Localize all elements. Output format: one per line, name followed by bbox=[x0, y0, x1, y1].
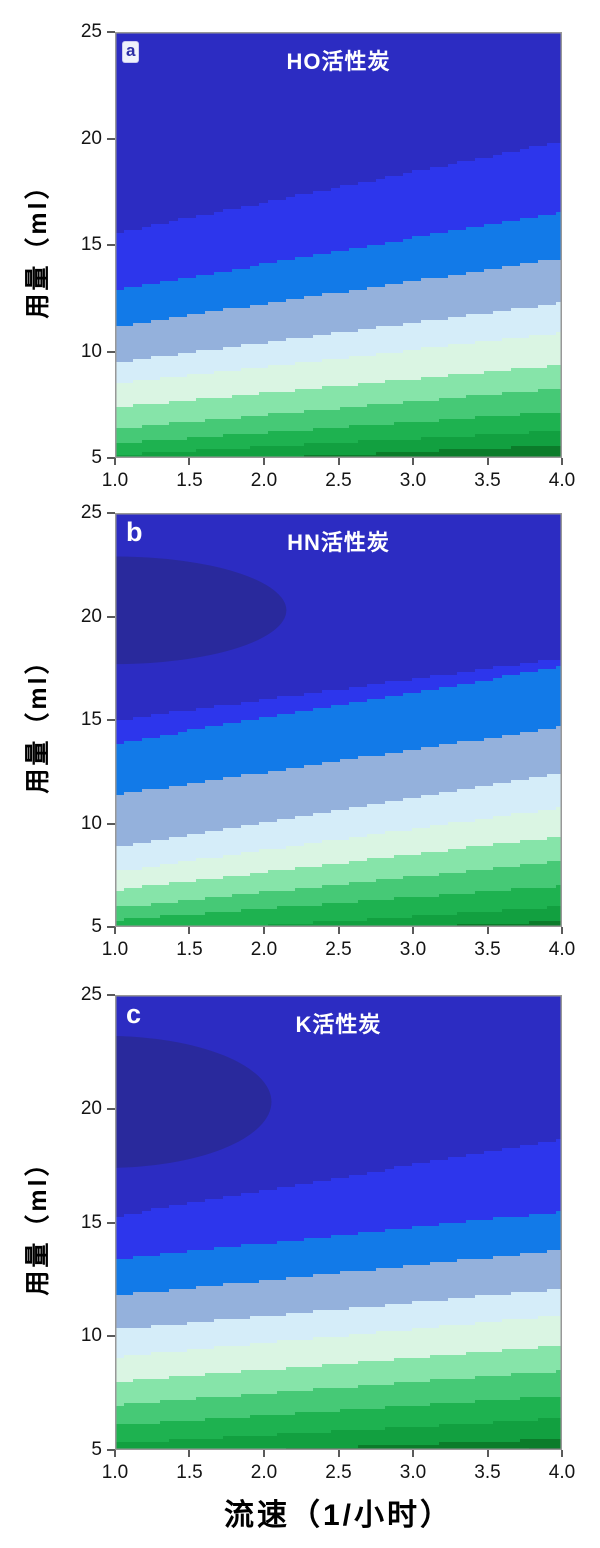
x-tick-mark bbox=[411, 458, 414, 465]
y-tick-mark bbox=[107, 31, 115, 33]
x-tick-label: 1.5 bbox=[176, 1462, 203, 1483]
y-tick-label: 10 bbox=[80, 812, 102, 834]
contour-band bbox=[223, 906, 562, 927]
contour-plot-a bbox=[115, 32, 562, 458]
x-tick-mark bbox=[411, 927, 414, 934]
x-tick-mark bbox=[114, 927, 116, 934]
y-tick-mark bbox=[107, 512, 115, 514]
contour-plot-b bbox=[115, 513, 562, 927]
x-tick-label: 2.5 bbox=[325, 470, 352, 491]
x-tick-label: 3.0 bbox=[399, 939, 427, 960]
x-tick-mark bbox=[262, 927, 265, 934]
panel-title-c: K活性炭 bbox=[295, 1012, 382, 1037]
x-axis-label: 流速（1/小时） bbox=[223, 1499, 454, 1532]
y-tick-mark bbox=[107, 994, 115, 996]
y-axis-label-c: 用量（ml） bbox=[24, 1148, 52, 1296]
y-tick-mark bbox=[107, 822, 115, 825]
y-tick-mark bbox=[107, 457, 115, 459]
y-tick-mark bbox=[107, 926, 115, 928]
x-tick-mark bbox=[486, 458, 489, 465]
y-tick-label: 5 bbox=[91, 447, 102, 468]
x-tick-mark bbox=[337, 927, 340, 934]
x-tick-label: 4.0 bbox=[548, 470, 576, 491]
x-tick-mark bbox=[337, 1450, 340, 1457]
panel-title-b: HN活性炭 bbox=[287, 530, 390, 555]
x-tick-mark bbox=[262, 458, 265, 465]
x-tick-mark bbox=[114, 458, 116, 465]
panel-title-a: HO活性炭 bbox=[286, 49, 391, 74]
y-axis-label-a: 用量（ml） bbox=[24, 171, 52, 319]
x-tick-mark bbox=[411, 1450, 414, 1457]
x-tick-mark bbox=[561, 927, 563, 934]
plot-border bbox=[115, 995, 562, 1450]
x-tick-mark bbox=[262, 1450, 265, 1457]
y-tick-label: 25 bbox=[80, 984, 102, 1005]
panel-letter-c: c bbox=[126, 999, 142, 1029]
y-tick-label: 25 bbox=[80, 502, 102, 523]
x-tick-mark bbox=[188, 458, 191, 465]
y-tick-mark bbox=[107, 1221, 115, 1224]
x-tick-mark bbox=[561, 458, 563, 465]
x-tick-label: 4.0 bbox=[548, 1462, 576, 1483]
x-tick-mark bbox=[114, 1450, 116, 1457]
x-tick-label: 3.5 bbox=[474, 939, 501, 960]
x-tick-label: 4.0 bbox=[548, 939, 576, 960]
x-tick-label: 2.5 bbox=[325, 1462, 352, 1483]
x-tick-label: 1.0 bbox=[101, 1462, 129, 1483]
contour-panel-a: a HO活性炭 1.0 1.5 2.0 2.5 3.0 3.5 4.0 25 20 15 10 5 bbox=[81, 21, 575, 491]
y-tick-label: 15 bbox=[80, 234, 102, 255]
contour-peak-blob bbox=[115, 556, 287, 665]
contour-plot-c bbox=[115, 995, 562, 1450]
x-tick-label: 2.0 bbox=[250, 939, 278, 960]
y-tick-label: 25 bbox=[80, 21, 102, 42]
x-tick-label: 3.5 bbox=[474, 1462, 501, 1483]
x-tick-label: 1.5 bbox=[176, 939, 203, 960]
y-tick-mark bbox=[107, 1107, 115, 1110]
y-tick-mark bbox=[107, 615, 115, 618]
contour-band bbox=[232, 446, 562, 458]
x-tick-mark bbox=[486, 927, 489, 934]
x-tick-mark bbox=[188, 1450, 191, 1457]
y-tick-label: 20 bbox=[80, 1097, 102, 1119]
y-tick-label: 10 bbox=[80, 340, 102, 362]
contour-panel-c: c K活性炭 1.0 1.5 2.0 2.5 3.0 3.5 4.0 25 20 15 10 5 bbox=[81, 984, 575, 1483]
y-tick-mark bbox=[107, 719, 115, 721]
x-tick-label: 1.5 bbox=[176, 470, 203, 491]
x-tick-label: 2.0 bbox=[250, 470, 278, 491]
x-tick-label: 3.5 bbox=[474, 470, 501, 491]
y-tick-mark bbox=[107, 350, 115, 353]
panel-letter-a: a bbox=[123, 41, 139, 62]
y-tick-label: 5 bbox=[91, 916, 102, 937]
x-tick-label: 1.0 bbox=[101, 470, 129, 491]
y-tick-label: 10 bbox=[80, 1325, 102, 1347]
x-tick-mark bbox=[188, 927, 191, 934]
y-tick-label: 20 bbox=[80, 605, 102, 627]
x-tick-label: 2.5 bbox=[325, 939, 352, 960]
contour-panel-b: b HN活性炭 1.0 1.5 2.0 2.5 3.0 3.5 4.0 25 20 15 10 5 bbox=[81, 502, 575, 960]
x-tick-label: 3.0 bbox=[399, 1462, 427, 1483]
x-tick-mark bbox=[561, 1450, 563, 1457]
x-tick-mark bbox=[337, 458, 340, 465]
contour-peak-blob bbox=[115, 1036, 272, 1168]
x-tick-label: 3.0 bbox=[399, 470, 427, 491]
y-tick-mark bbox=[107, 137, 115, 140]
y-tick-mark bbox=[107, 1335, 115, 1338]
y-tick-label: 15 bbox=[80, 709, 102, 730]
y-tick-label: 15 bbox=[80, 1211, 102, 1233]
y-tick-label: 20 bbox=[80, 127, 102, 149]
y-tick-mark bbox=[107, 244, 115, 246]
plot-border bbox=[115, 32, 562, 458]
x-tick-mark bbox=[486, 1450, 489, 1457]
y-axis-label-b: 用量（ml） bbox=[24, 646, 52, 794]
y-tick-mark bbox=[107, 1449, 115, 1451]
y-tick-label: 5 bbox=[91, 1439, 102, 1460]
x-tick-label: 1.0 bbox=[101, 939, 129, 960]
contour-band bbox=[286, 1439, 562, 1450]
plot-border bbox=[115, 513, 562, 927]
panel-letter-b: b bbox=[126, 517, 143, 547]
x-tick-label: 2.0 bbox=[250, 1462, 278, 1483]
